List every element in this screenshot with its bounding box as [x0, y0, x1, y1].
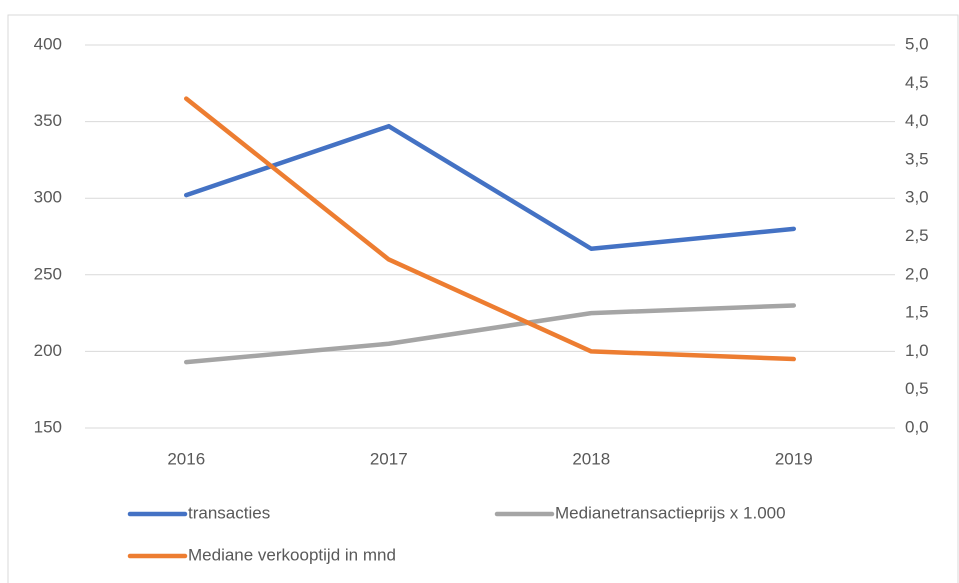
y2-tick-label: 5,0: [905, 34, 929, 53]
y2-tick-label: 3,0: [905, 188, 929, 207]
y2-tick-label: 1,0: [905, 341, 929, 360]
y2-tick-label: 0,0: [905, 417, 929, 436]
x-tick-label: 2018: [572, 449, 610, 468]
y-tick-label: 200: [34, 341, 62, 360]
x-tick-label: 2016: [167, 449, 205, 468]
y-tick-label: 250: [34, 264, 62, 283]
series-line: [184, 123, 796, 252]
y-tick-label: 350: [34, 111, 62, 130]
y2-tick-label: 2,0: [905, 264, 929, 283]
y2-tick-label: 1,5: [905, 303, 929, 322]
series-line: [184, 303, 796, 365]
y2-tick-label: 3,5: [905, 149, 929, 168]
legend-label: Mediane verkooptijd in mnd: [188, 545, 396, 564]
legend-label: transacties: [188, 503, 270, 522]
x-tick-label: 2019: [775, 449, 813, 468]
x-tick-label: 2017: [370, 449, 408, 468]
y-tick-label: 300: [34, 188, 62, 207]
y2-tick-label: 0,5: [905, 379, 929, 398]
y-tick-label: 150: [34, 417, 62, 436]
series-line: [184, 96, 796, 362]
y-tick-label: 400: [34, 34, 62, 53]
y2-tick-label: 4,0: [905, 111, 929, 130]
legend-label: Medianetransactieprijs x 1.000: [555, 503, 786, 522]
y2-tick-label: 4,5: [905, 73, 929, 92]
chart-border: [7, 14, 959, 583]
y2-tick-label: 2,5: [905, 226, 929, 245]
